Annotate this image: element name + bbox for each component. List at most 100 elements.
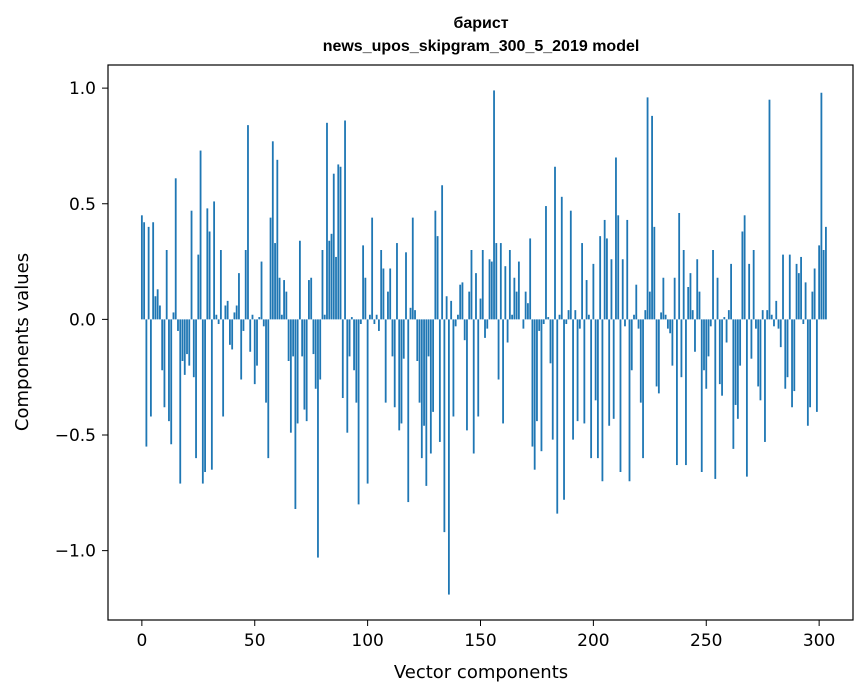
bar-18	[181, 319, 184, 361]
bar-235	[671, 319, 674, 366]
bar-4	[149, 319, 152, 417]
bar-298	[813, 268, 816, 320]
bar-303	[825, 226, 827, 320]
bar-62	[280, 314, 283, 320]
bar-8	[159, 305, 161, 320]
bar-243	[689, 273, 692, 320]
bar-151	[481, 250, 484, 320]
bar-96	[357, 319, 360, 505]
bar-118	[407, 319, 410, 503]
bar-79	[319, 319, 322, 380]
bar-244	[691, 310, 694, 320]
bar-91	[346, 319, 349, 433]
bar-240	[682, 250, 685, 320]
bar-65	[287, 319, 290, 361]
bar-57	[269, 217, 272, 320]
bar-143	[463, 319, 466, 341]
bar-137	[450, 300, 453, 320]
x-tick-label-50: 50	[244, 631, 266, 651]
bar-184	[556, 319, 559, 514]
bar-106	[380, 250, 383, 320]
bar-296	[809, 319, 812, 408]
bar-190	[569, 210, 572, 320]
bar-253	[712, 250, 714, 320]
bar-128	[429, 319, 432, 454]
bar-88	[339, 166, 342, 320]
bar-210	[615, 157, 617, 320]
bar-114	[398, 319, 401, 431]
bar-90	[344, 120, 346, 320]
bar-100	[366, 319, 369, 484]
bar-177	[540, 319, 543, 452]
bar-181	[549, 319, 552, 364]
bar-281	[775, 300, 778, 320]
bar-255	[716, 277, 719, 320]
bar-145	[468, 291, 471, 320]
bar-74	[308, 280, 310, 320]
bar-125	[423, 319, 425, 426]
bar-146	[470, 250, 473, 320]
bar-89	[341, 319, 344, 399]
bar-28	[204, 319, 206, 472]
bar-2	[145, 319, 148, 447]
bar-234	[669, 319, 672, 334]
bar-259	[725, 319, 728, 343]
bar-42	[235, 305, 238, 320]
bar-214	[624, 319, 626, 327]
bar-61	[278, 277, 281, 320]
bar-182	[551, 319, 554, 440]
bar-76	[312, 319, 315, 355]
bar-108	[384, 319, 387, 403]
plot-frame	[107, 64, 854, 621]
bar-150	[479, 298, 482, 320]
bar-233	[666, 319, 669, 329]
bar-142	[461, 282, 464, 320]
bar-124	[420, 319, 423, 459]
bar-21	[188, 319, 191, 366]
bar-30	[208, 231, 211, 320]
bar-217	[630, 319, 633, 371]
bar-49	[251, 314, 254, 320]
bar-136	[447, 319, 450, 595]
bar-263	[734, 319, 737, 405]
bar-241	[685, 319, 687, 466]
bar-84	[330, 233, 333, 320]
bar-239	[680, 319, 683, 378]
bar-11	[165, 250, 168, 320]
bar-99	[364, 277, 367, 320]
bar-45	[242, 319, 245, 331]
bar-39	[229, 319, 231, 345]
bar-169	[522, 319, 525, 329]
x-tick-label-150: 150	[464, 631, 496, 651]
bar-43	[238, 273, 240, 320]
bar-262	[732, 319, 735, 449]
bar-67	[292, 319, 295, 357]
bar-268	[745, 319, 748, 477]
bar-163	[508, 250, 511, 320]
bar-63	[283, 280, 285, 320]
bar-189	[567, 310, 570, 320]
bar-216	[628, 319, 631, 482]
bar-54	[262, 319, 265, 327]
bar-188	[565, 319, 568, 325]
bar-25	[197, 254, 200, 320]
bar-176	[538, 319, 541, 331]
bar-225	[648, 291, 651, 320]
bar-127	[427, 319, 430, 357]
bar-48	[249, 319, 252, 352]
bar-109	[387, 291, 389, 320]
y-tick-label-1: −0.5	[55, 426, 96, 446]
bar-192	[574, 310, 577, 320]
bar-41	[233, 312, 236, 320]
bar-300	[818, 245, 821, 320]
bar-302	[822, 250, 825, 320]
bar-292	[800, 256, 802, 320]
bar-20	[186, 319, 188, 355]
bar-238	[678, 213, 681, 320]
bar-138	[452, 319, 455, 417]
bar-269	[748, 263, 751, 320]
bar-29	[206, 208, 209, 320]
bar-289	[793, 319, 796, 392]
bar-283	[779, 319, 782, 348]
